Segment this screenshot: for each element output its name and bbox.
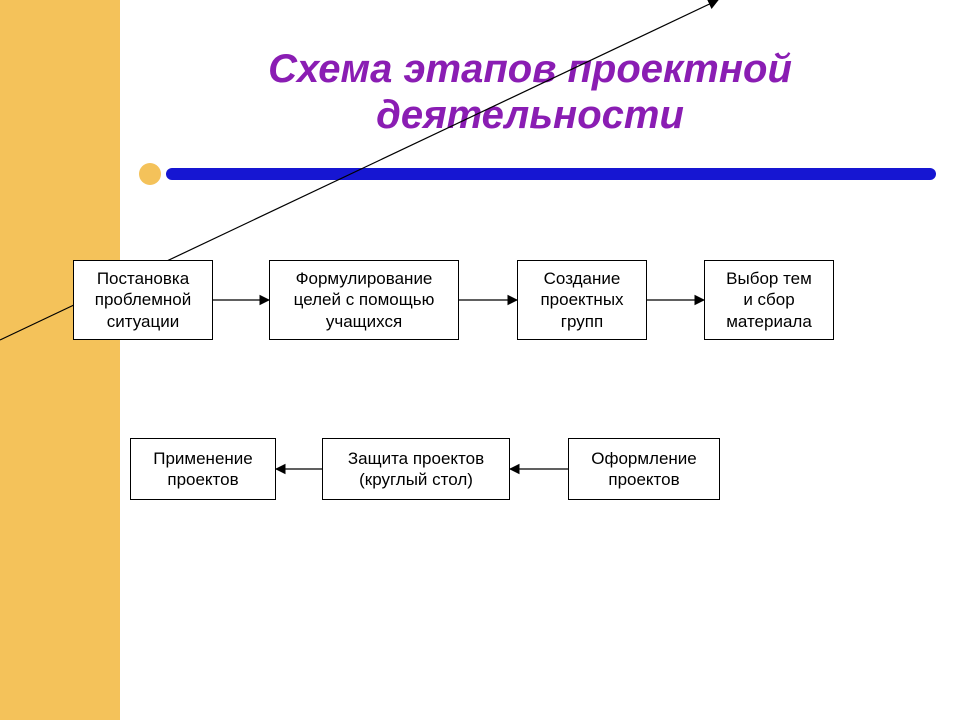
title-underline-bar — [166, 168, 936, 180]
flow-node-n5: Оформлениепроектов — [568, 438, 720, 500]
flow-node-label: Формулированиецелей с помощьюучащихся — [276, 268, 452, 332]
flow-node-label: Применениепроектов — [137, 448, 269, 491]
flow-node-label: Защита проектов(круглый стол) — [329, 448, 503, 491]
slide-title: Схема этапов проектнойдеятельности — [150, 46, 910, 138]
flow-node-n2: Формулированиецелей с помощьюучащихся — [269, 260, 459, 340]
slide: Схема этапов проектнойдеятельности Поста… — [0, 0, 960, 720]
sidebar-accent — [0, 0, 120, 720]
title-underline-dot — [139, 163, 161, 185]
flow-node-label: Оформлениепроектов — [575, 448, 713, 491]
flow-node-n7: Применениепроектов — [130, 438, 276, 500]
flow-node-n3: Созданиепроектныхгрупп — [517, 260, 647, 340]
flow-node-label: Выбор теми сборматериала — [711, 268, 827, 332]
flow-node-label: Постановкапроблемнойситуации — [80, 268, 206, 332]
flow-node-label: Созданиепроектныхгрупп — [524, 268, 640, 332]
flow-node-n6: Защита проектов(круглый стол) — [322, 438, 510, 500]
flow-node-n1: Постановкапроблемнойситуации — [73, 260, 213, 340]
flow-node-n4: Выбор теми сборматериала — [704, 260, 834, 340]
